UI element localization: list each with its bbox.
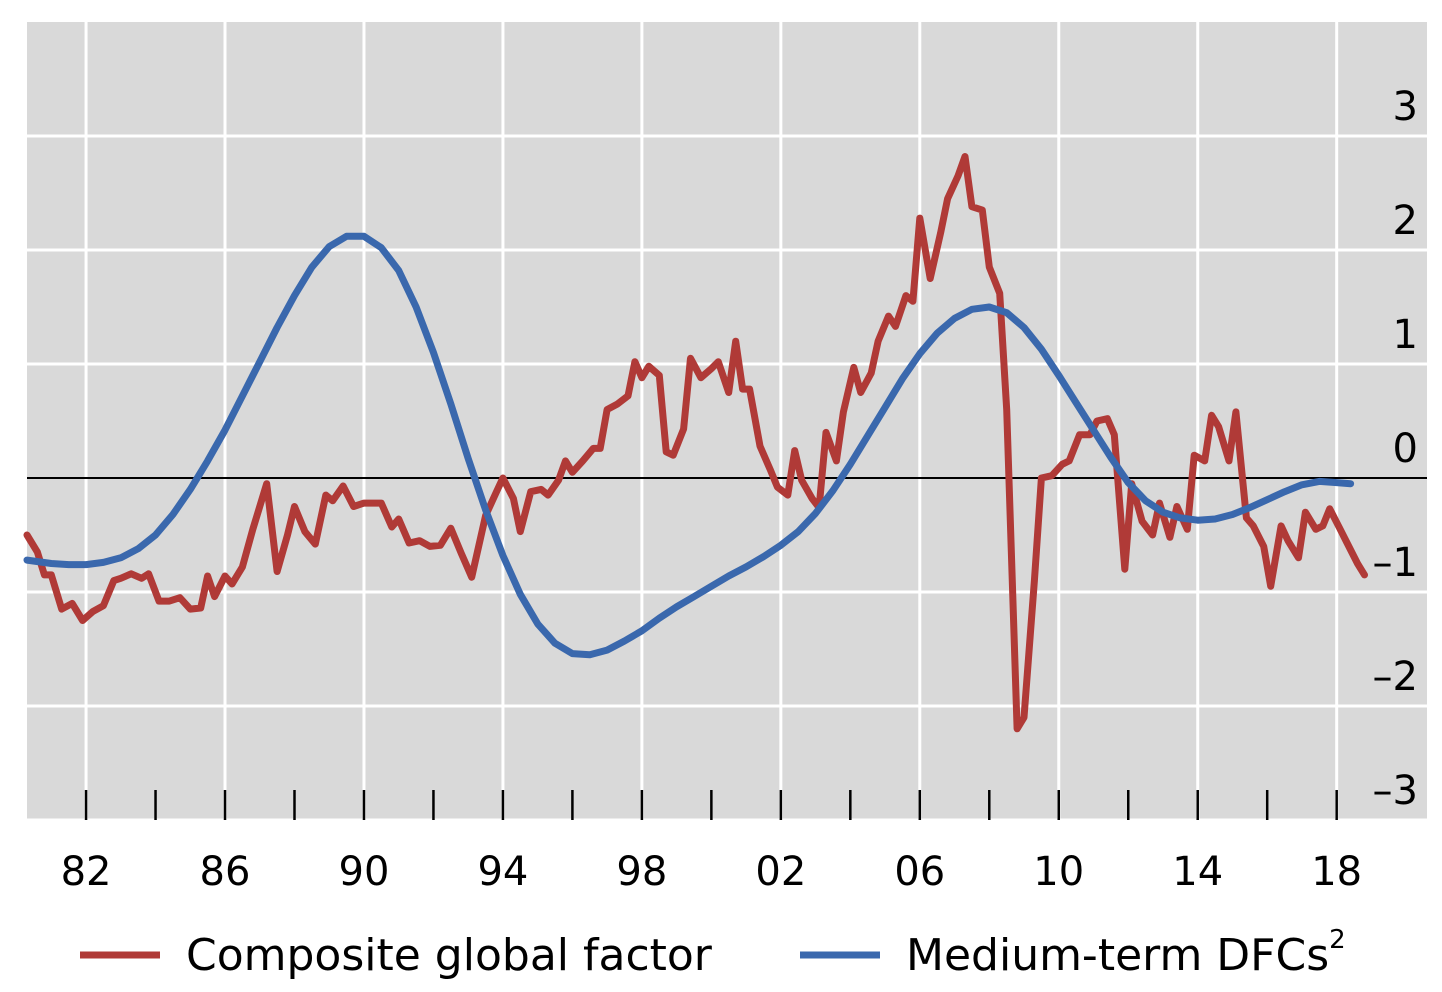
legend-label-composite: Composite global factor	[186, 930, 713, 981]
y-tick-label: 0	[1393, 426, 1418, 472]
legend-label-dfcs: Medium-term DFCs2	[906, 925, 1346, 981]
series-line-composite	[23, 153, 1368, 733]
legend: Composite global factor Medium-term DFCs…	[80, 925, 1346, 981]
horizontal-gridlines	[27, 134, 1427, 822]
x-tick-label: 06	[894, 849, 945, 895]
y-tick-label: –2	[1373, 654, 1418, 700]
x-axis-tick-labels: 82 86 90 94 98 02 06 10 14 18	[61, 849, 1363, 895]
x-axis-ticks	[84, 790, 1338, 820]
x-tick-label: 18	[1311, 849, 1362, 895]
plot-area	[27, 22, 1427, 820]
y-tick-label: 1	[1393, 312, 1418, 358]
x-tick-label: 14	[1172, 849, 1223, 895]
series-line-dfcs	[23, 232, 1355, 659]
legend-item-composite: Composite global factor	[80, 930, 713, 981]
y-tick-label: –1	[1373, 540, 1418, 586]
vertical-gridlines	[84, 22, 1339, 820]
x-tick-label: 86	[200, 849, 251, 895]
x-tick-label: 98	[616, 849, 667, 895]
x-tick-label: 94	[477, 849, 528, 895]
y-tick-label: –3	[1373, 768, 1418, 814]
y-axis-tick-labels: 3 2 1 0 –1 –2 –3	[1373, 84, 1418, 814]
legend-item-dfcs: Medium-term DFCs2	[800, 925, 1346, 981]
series-layer	[23, 153, 1368, 733]
y-tick-label: 3	[1393, 84, 1418, 130]
x-tick-label: 10	[1033, 849, 1084, 895]
x-tick-label: 02	[755, 849, 806, 895]
y-tick-label: 2	[1393, 198, 1418, 244]
x-tick-label: 90	[339, 849, 390, 895]
x-tick-label: 82	[61, 849, 112, 895]
